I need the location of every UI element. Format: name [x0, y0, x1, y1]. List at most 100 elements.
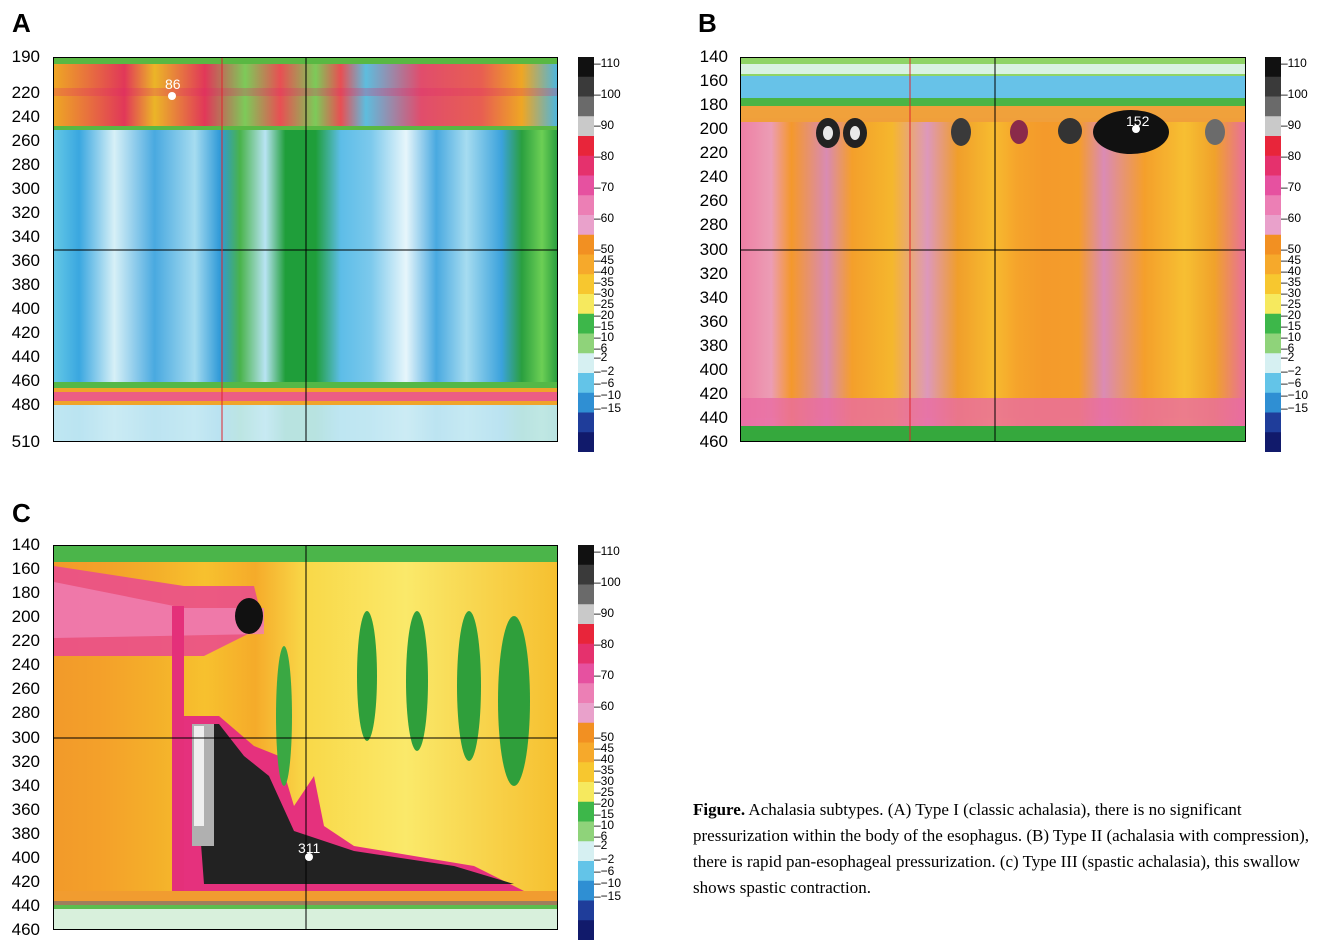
panel-a-y-tick: 400 — [11, 299, 40, 318]
panel-c-y-tick: 240 — [11, 655, 40, 675]
panel-b-colorbar-tick: –90 — [1281, 118, 1302, 132]
panel-c-colorbar-tick: –−2 — [594, 852, 615, 866]
panel-a-y-tick: 280 — [11, 155, 40, 174]
panel-c-y-tick: 280 — [11, 703, 40, 723]
colorbar-segment — [578, 742, 594, 763]
colorbar-segment — [578, 604, 594, 625]
panel-b-y-tick: 320 — [699, 263, 728, 283]
panel-a-colorbar-tick: –10 — [594, 330, 615, 344]
panel-c-colorbar-tick: –40 — [594, 752, 615, 766]
colorbar-segment — [578, 96, 594, 117]
colorbar-segment — [578, 782, 594, 803]
colorbar-segment — [1265, 175, 1281, 196]
panel-c-colorbar-tick: –2 — [594, 838, 608, 852]
colorbar-segment — [578, 136, 594, 157]
colorbar-segment — [578, 313, 594, 334]
panel-b-y-tick: 400 — [699, 359, 728, 379]
colorbar-segment — [578, 861, 594, 882]
panel-a-colorbar-tick: –70 — [594, 180, 615, 194]
panel-b-y-tick: 240 — [699, 167, 728, 187]
panel-a-colorbar-tick: –45 — [594, 253, 615, 267]
colorbar-segment — [1265, 116, 1281, 137]
panel-c-colorbar-tick: –110 — [594, 544, 620, 558]
panel-c-y-tick: 380 — [11, 823, 40, 843]
panel-c-y-tick: 360 — [11, 799, 40, 819]
colorbar-segment — [578, 841, 594, 862]
panel-a-y-tick: 440 — [11, 347, 40, 366]
panel-b-colorbar-tick: –45 — [1281, 253, 1302, 267]
panel-b-colorbar-tick: –20 — [1281, 308, 1302, 322]
panel-a-y-tick: 510 — [11, 432, 40, 451]
panel-a-colorbar-scale — [578, 57, 594, 452]
panel-c-colorbar-tick: –20 — [594, 796, 615, 810]
panel-a-heatmap — [53, 57, 558, 442]
colorbar-segment — [1265, 254, 1281, 275]
panel-c-heatmap — [53, 545, 558, 930]
colorbar-segment — [578, 215, 594, 236]
panel-b-y-tick: 460 — [699, 432, 728, 451]
panel-a-colorbar-tick: –50 — [594, 242, 615, 256]
colorbar-segment — [1265, 412, 1281, 433]
caption-heading: Figure. — [693, 800, 746, 819]
panel-b-peak-marker — [1132, 125, 1140, 133]
panel-b-y-tick: 180 — [699, 95, 728, 115]
panel-b-letter: B — [698, 8, 717, 38]
panel-b-colorbar-tick: –−15 — [1281, 401, 1309, 415]
panel-a-y-tick: 340 — [11, 227, 40, 246]
panel-b-y-tick: 220 — [699, 143, 728, 163]
colorbar-segment — [578, 663, 594, 684]
colorbar-segment — [1265, 215, 1281, 236]
panel-c-y-tick: 160 — [11, 559, 40, 579]
panel-b-colorbar-tick: –100 — [1281, 87, 1308, 101]
colorbar-segment — [1265, 392, 1281, 413]
colorbar-segment — [1265, 294, 1281, 315]
panel-c-y-tick: 300 — [11, 727, 40, 747]
panel-b-heatmap — [740, 57, 1246, 442]
colorbar-segment — [578, 643, 594, 664]
panel-c-colorbar-tick: –30 — [594, 774, 615, 788]
colorbar-segment — [1265, 136, 1281, 157]
colorbar-segment — [578, 155, 594, 176]
panel-c-y-tick: 200 — [11, 607, 40, 627]
panel-b-colorbar-tick: –2 — [1281, 350, 1295, 364]
panel-a-y-tick: 240 — [11, 107, 40, 126]
panel-a-y-tick: 300 — [11, 179, 40, 198]
panel-a-y-tick: 260 — [11, 131, 40, 150]
panel-c-colorbar-tick: –25 — [594, 785, 615, 799]
colorbar-segment — [578, 821, 594, 842]
panel-c-colorbar-tick: –−6 — [594, 864, 615, 878]
panel-b-colorbar-tick: –50 — [1281, 242, 1302, 256]
panel-c-colorbar-tick: –15 — [594, 807, 615, 821]
panel-c-colorbar-tick: –−15 — [594, 889, 622, 903]
panel-b-y-tick: 440 — [699, 407, 728, 427]
panel-a-colorbar-tick: –2 — [594, 350, 608, 364]
colorbar-segment — [578, 801, 594, 822]
panel-c-colorbar-tick: –50 — [594, 730, 615, 744]
panel-a-colorbar-tick: –15 — [594, 319, 615, 333]
panel-a-colorbar-tick: –−2 — [594, 364, 615, 378]
panel-a-colorbar-tick: –110 — [594, 56, 620, 70]
panel-b-y-tick: 340 — [699, 287, 728, 307]
panel-a-y-tick: 460 — [11, 371, 40, 390]
colorbar-segment — [578, 762, 594, 783]
colorbar-segment — [578, 683, 594, 704]
colorbar-segment — [1265, 373, 1281, 394]
panel-c-colorbar-tick: –70 — [594, 668, 615, 682]
panel-b-colorbar-tick: –35 — [1281, 275, 1302, 289]
panel-b-colorbar-tick: –25 — [1281, 297, 1302, 311]
panel-a-colorbar-tick: –−6 — [594, 376, 615, 390]
colorbar-segment — [578, 584, 594, 605]
panel-b-colorbar-tick: –60 — [1281, 211, 1302, 225]
colorbar-segment — [1265, 333, 1281, 354]
panel-a-y-tick: 190 — [11, 47, 40, 66]
panel-c-letter: C — [12, 498, 31, 528]
panel-b-y-tick: 280 — [699, 215, 728, 235]
panel-c-y-tick: 140 — [11, 535, 40, 554]
panel-a-colorbar-tick: –40 — [594, 264, 615, 278]
panel-b-colorbar-tick: –−10 — [1281, 388, 1309, 402]
panel-c-y-tick: 420 — [11, 871, 40, 891]
panel-c-colorbar-tick: –35 — [594, 763, 615, 777]
panel-c-y-tick: 340 — [11, 775, 40, 795]
panel-a-colorbar-tick: –80 — [594, 149, 615, 163]
colorbar-segment — [1265, 195, 1281, 216]
